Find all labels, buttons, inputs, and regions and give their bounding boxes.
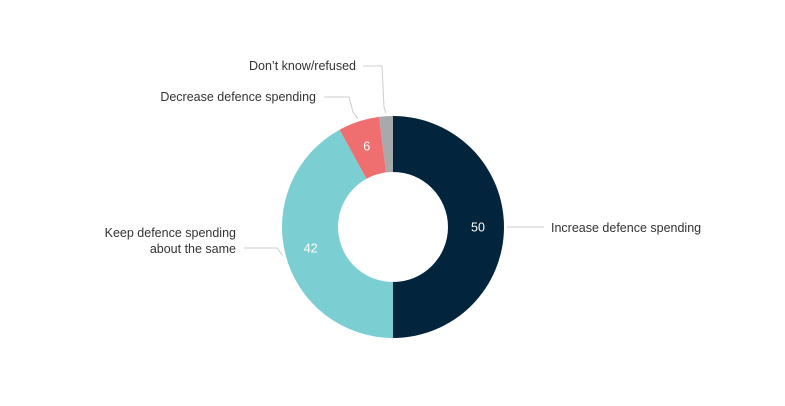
- category-labels-group: Increase defence spending Keep defence sp…: [105, 59, 702, 256]
- slices-group: [282, 116, 504, 338]
- value-labels-group: 50 42 6: [304, 140, 485, 256]
- leader-lines-group: [244, 65, 544, 256]
- donut-slice-2: [339, 116, 387, 179]
- category-label-1: Keep defence spending about the same: [105, 226, 236, 256]
- leader-line-1: [244, 247, 283, 256]
- slice-value-label-2: 6: [363, 140, 370, 154]
- donut-slice-1: [282, 129, 393, 338]
- leader-line-3: [363, 65, 387, 114]
- leader-line-2: [324, 96, 359, 119]
- slice-value-label-0: 50: [471, 221, 485, 235]
- donut-slice-0: [393, 116, 504, 338]
- donut-slice-3: [379, 116, 393, 173]
- category-label-3: Don’t know/refused: [249, 59, 356, 73]
- category-label-0: Increase defence spending: [551, 221, 701, 235]
- category-label-2: Decrease defence spending: [160, 90, 316, 104]
- slice-value-label-1: 42: [304, 242, 318, 256]
